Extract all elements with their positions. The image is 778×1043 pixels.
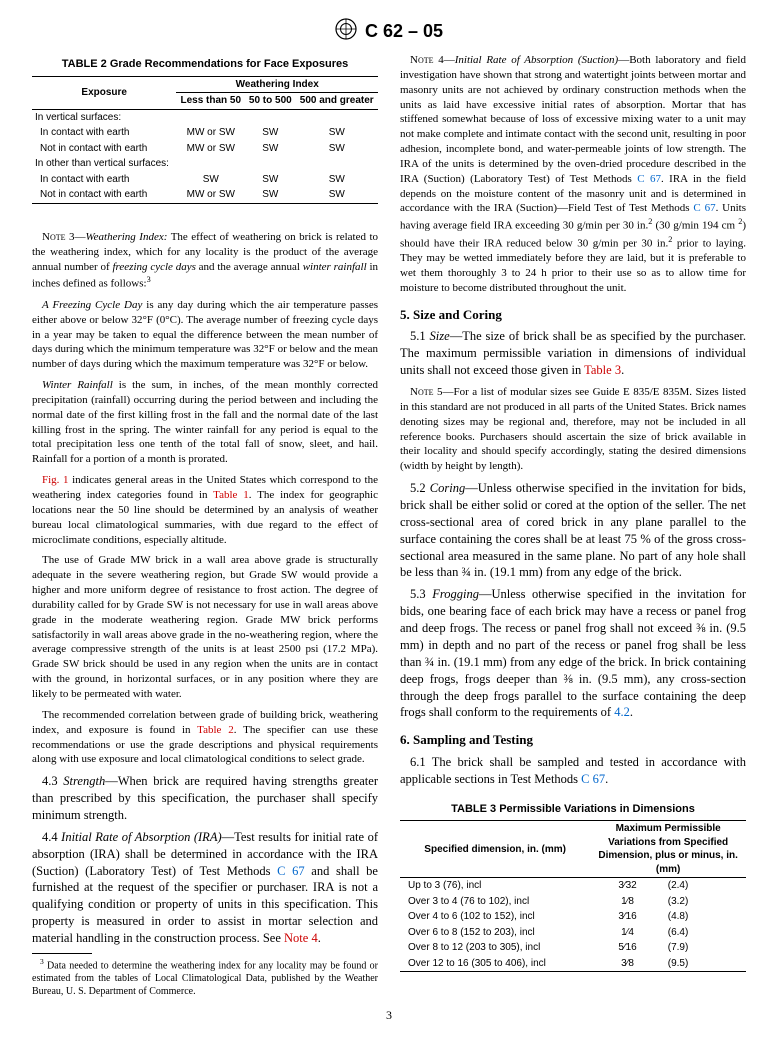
- designation-title: C 62 – 05: [365, 21, 443, 42]
- table3-cell: 1⁄8: [590, 894, 664, 910]
- table3-row: Over 8 to 12 (203 to 305), incl: [400, 940, 590, 956]
- table3-row: Over 12 to 16 (305 to 406), incl: [400, 956, 590, 972]
- table2-cell: SW: [295, 125, 378, 141]
- table2-group-0: In vertical surfaces:: [32, 109, 176, 125]
- fig1-link[interactable]: Fig. 1: [42, 474, 69, 486]
- table3-link[interactable]: Table 3: [584, 363, 621, 377]
- c67-link[interactable]: C 67: [581, 772, 605, 786]
- table3-cell: (6.4): [665, 925, 746, 941]
- fig1-para: Fig. 1 indicates general areas in the Un…: [32, 473, 378, 547]
- footnote-block: 3 Data needed to determine the weatherin…: [32, 953, 378, 998]
- table2-cell: SW: [245, 125, 295, 141]
- table2-col-h0: Less than 50: [176, 93, 245, 110]
- table3-cell: 1⁄4: [590, 925, 664, 941]
- table3-cell: (3.2): [665, 894, 746, 910]
- table2-cell: MW or SW: [176, 187, 245, 203]
- table2-row: Not in contact with earth: [32, 141, 176, 157]
- freezing-para: A Freezing Cycle Day is any day during w…: [32, 298, 378, 372]
- page-header: C 62 – 05: [32, 18, 746, 45]
- table2-cell: SW: [176, 172, 245, 188]
- table3-cell: 5⁄16: [590, 940, 664, 956]
- table2-cell: SW: [295, 141, 378, 157]
- table2-cell: SW: [245, 141, 295, 157]
- table3-row: Over 6 to 8 (152 to 203), incl: [400, 925, 590, 941]
- table2-link[interactable]: Table 2: [197, 724, 234, 736]
- table2-group-header: Weathering Index: [176, 76, 378, 93]
- page: C 62 – 05 TABLE 2 Grade Recommendations …: [0, 0, 778, 1043]
- table3-row: Up to 3 (76), incl: [400, 878, 590, 894]
- table3-col1: Specified dimension, in. (mm): [400, 821, 590, 878]
- note-4: Note 4—Initial Rate of Absorption (Sucti…: [400, 53, 746, 296]
- table2-row: In contact with earth: [32, 172, 176, 188]
- table3-cell: (7.9): [665, 940, 746, 956]
- sec-5-3: 5.3 Frogging—Unless otherwise specified …: [400, 586, 746, 721]
- table3-row: Over 3 to 4 (76 to 102), incl: [400, 894, 590, 910]
- table2-col-h2: 500 and greater: [295, 93, 378, 110]
- footnote-rule: [32, 953, 92, 954]
- note-3: Note 3—Weathering Index: The effect of w…: [32, 230, 378, 292]
- table1-link[interactable]: Table 1: [213, 489, 249, 501]
- table2-col-h1: 50 to 500: [245, 93, 295, 110]
- table3-cell: (9.5): [665, 956, 746, 972]
- sec-6-1: 6.1 The brick shall be sampled and teste…: [400, 754, 746, 788]
- table2-title: TABLE 2 Grade Recommendations for Face E…: [32, 57, 378, 72]
- table2-cell: MW or SW: [176, 141, 245, 157]
- footnote-3: 3 Data needed to determine the weatherin…: [32, 957, 378, 998]
- c67-link[interactable]: C 67: [693, 202, 715, 214]
- rec-para: The recommended correlation between grad…: [32, 708, 378, 767]
- table3-block: TABLE 3 Permissible Variations in Dimens…: [400, 802, 746, 973]
- sec-4-4: 4.4 Initial Rate of Absorption (IRA)—Tes…: [32, 829, 378, 947]
- table3-cell: 3⁄32: [590, 878, 664, 894]
- footnote-mark: 3: [147, 275, 151, 284]
- table2-cell: SW: [245, 172, 295, 188]
- c67-link[interactable]: C 67: [637, 173, 661, 185]
- note-label: Note 3—: [42, 231, 86, 243]
- table3-row: Over 4 to 6 (102 to 152), incl: [400, 909, 590, 925]
- table2-row: Not in contact with earth: [32, 187, 176, 203]
- table3-title: TABLE 3 Permissible Variations in Dimens…: [400, 802, 746, 817]
- table3-cell: 3⁄8: [590, 956, 664, 972]
- table2-col-exposure: Exposure: [32, 76, 176, 109]
- table3-cell: (4.8): [665, 909, 746, 925]
- page-number: 3: [32, 1008, 746, 1023]
- text-columns: TABLE 2 Grade Recommendations for Face E…: [32, 53, 746, 998]
- table3-cell: 3⁄16: [590, 909, 664, 925]
- table2-row: In contact with earth: [32, 125, 176, 141]
- table2-cell: MW or SW: [176, 125, 245, 141]
- table3-cell: (2.4): [665, 878, 746, 894]
- sec-4-3: 4.3 Strength—When brick are required hav…: [32, 773, 378, 824]
- winter-para: Winter Rainfall is the sum, in inches, o…: [32, 378, 378, 467]
- note4-link[interactable]: Note 4: [284, 931, 318, 945]
- sec-5-2: 5.2 Coring—Unless otherwise specified in…: [400, 480, 746, 581]
- c67-link[interactable]: C 67: [277, 864, 304, 878]
- table2-cell: SW: [245, 187, 295, 203]
- table2-block: TABLE 2 Grade Recommendations for Face E…: [32, 57, 378, 204]
- table3: Specified dimension, in. (mm) Maximum Pe…: [400, 820, 746, 972]
- table3-col2: Maximum Permissible Variations from Spec…: [590, 821, 746, 878]
- mw-para: The use of Grade MW brick in a wall area…: [32, 553, 378, 701]
- section-6-head: 6. Sampling and Testing: [400, 731, 746, 749]
- astm-logo: [335, 18, 357, 45]
- table2-cell: SW: [295, 187, 378, 203]
- table2-group-1: In other than vertical surfaces:: [32, 156, 176, 172]
- note-title: Weathering Index:: [86, 231, 168, 243]
- sec-5-1: 5.1 Size—The size of brick shall be as s…: [400, 328, 746, 379]
- table2: Exposure Weathering Index Less than 50 5…: [32, 76, 378, 204]
- section-5-head: 5. Size and Coring: [400, 306, 746, 324]
- table2-cell: SW: [295, 172, 378, 188]
- note-5: Note 5—For a list of modular sizes see G…: [400, 385, 746, 474]
- sec-4-2-link[interactable]: 4.2: [614, 705, 630, 719]
